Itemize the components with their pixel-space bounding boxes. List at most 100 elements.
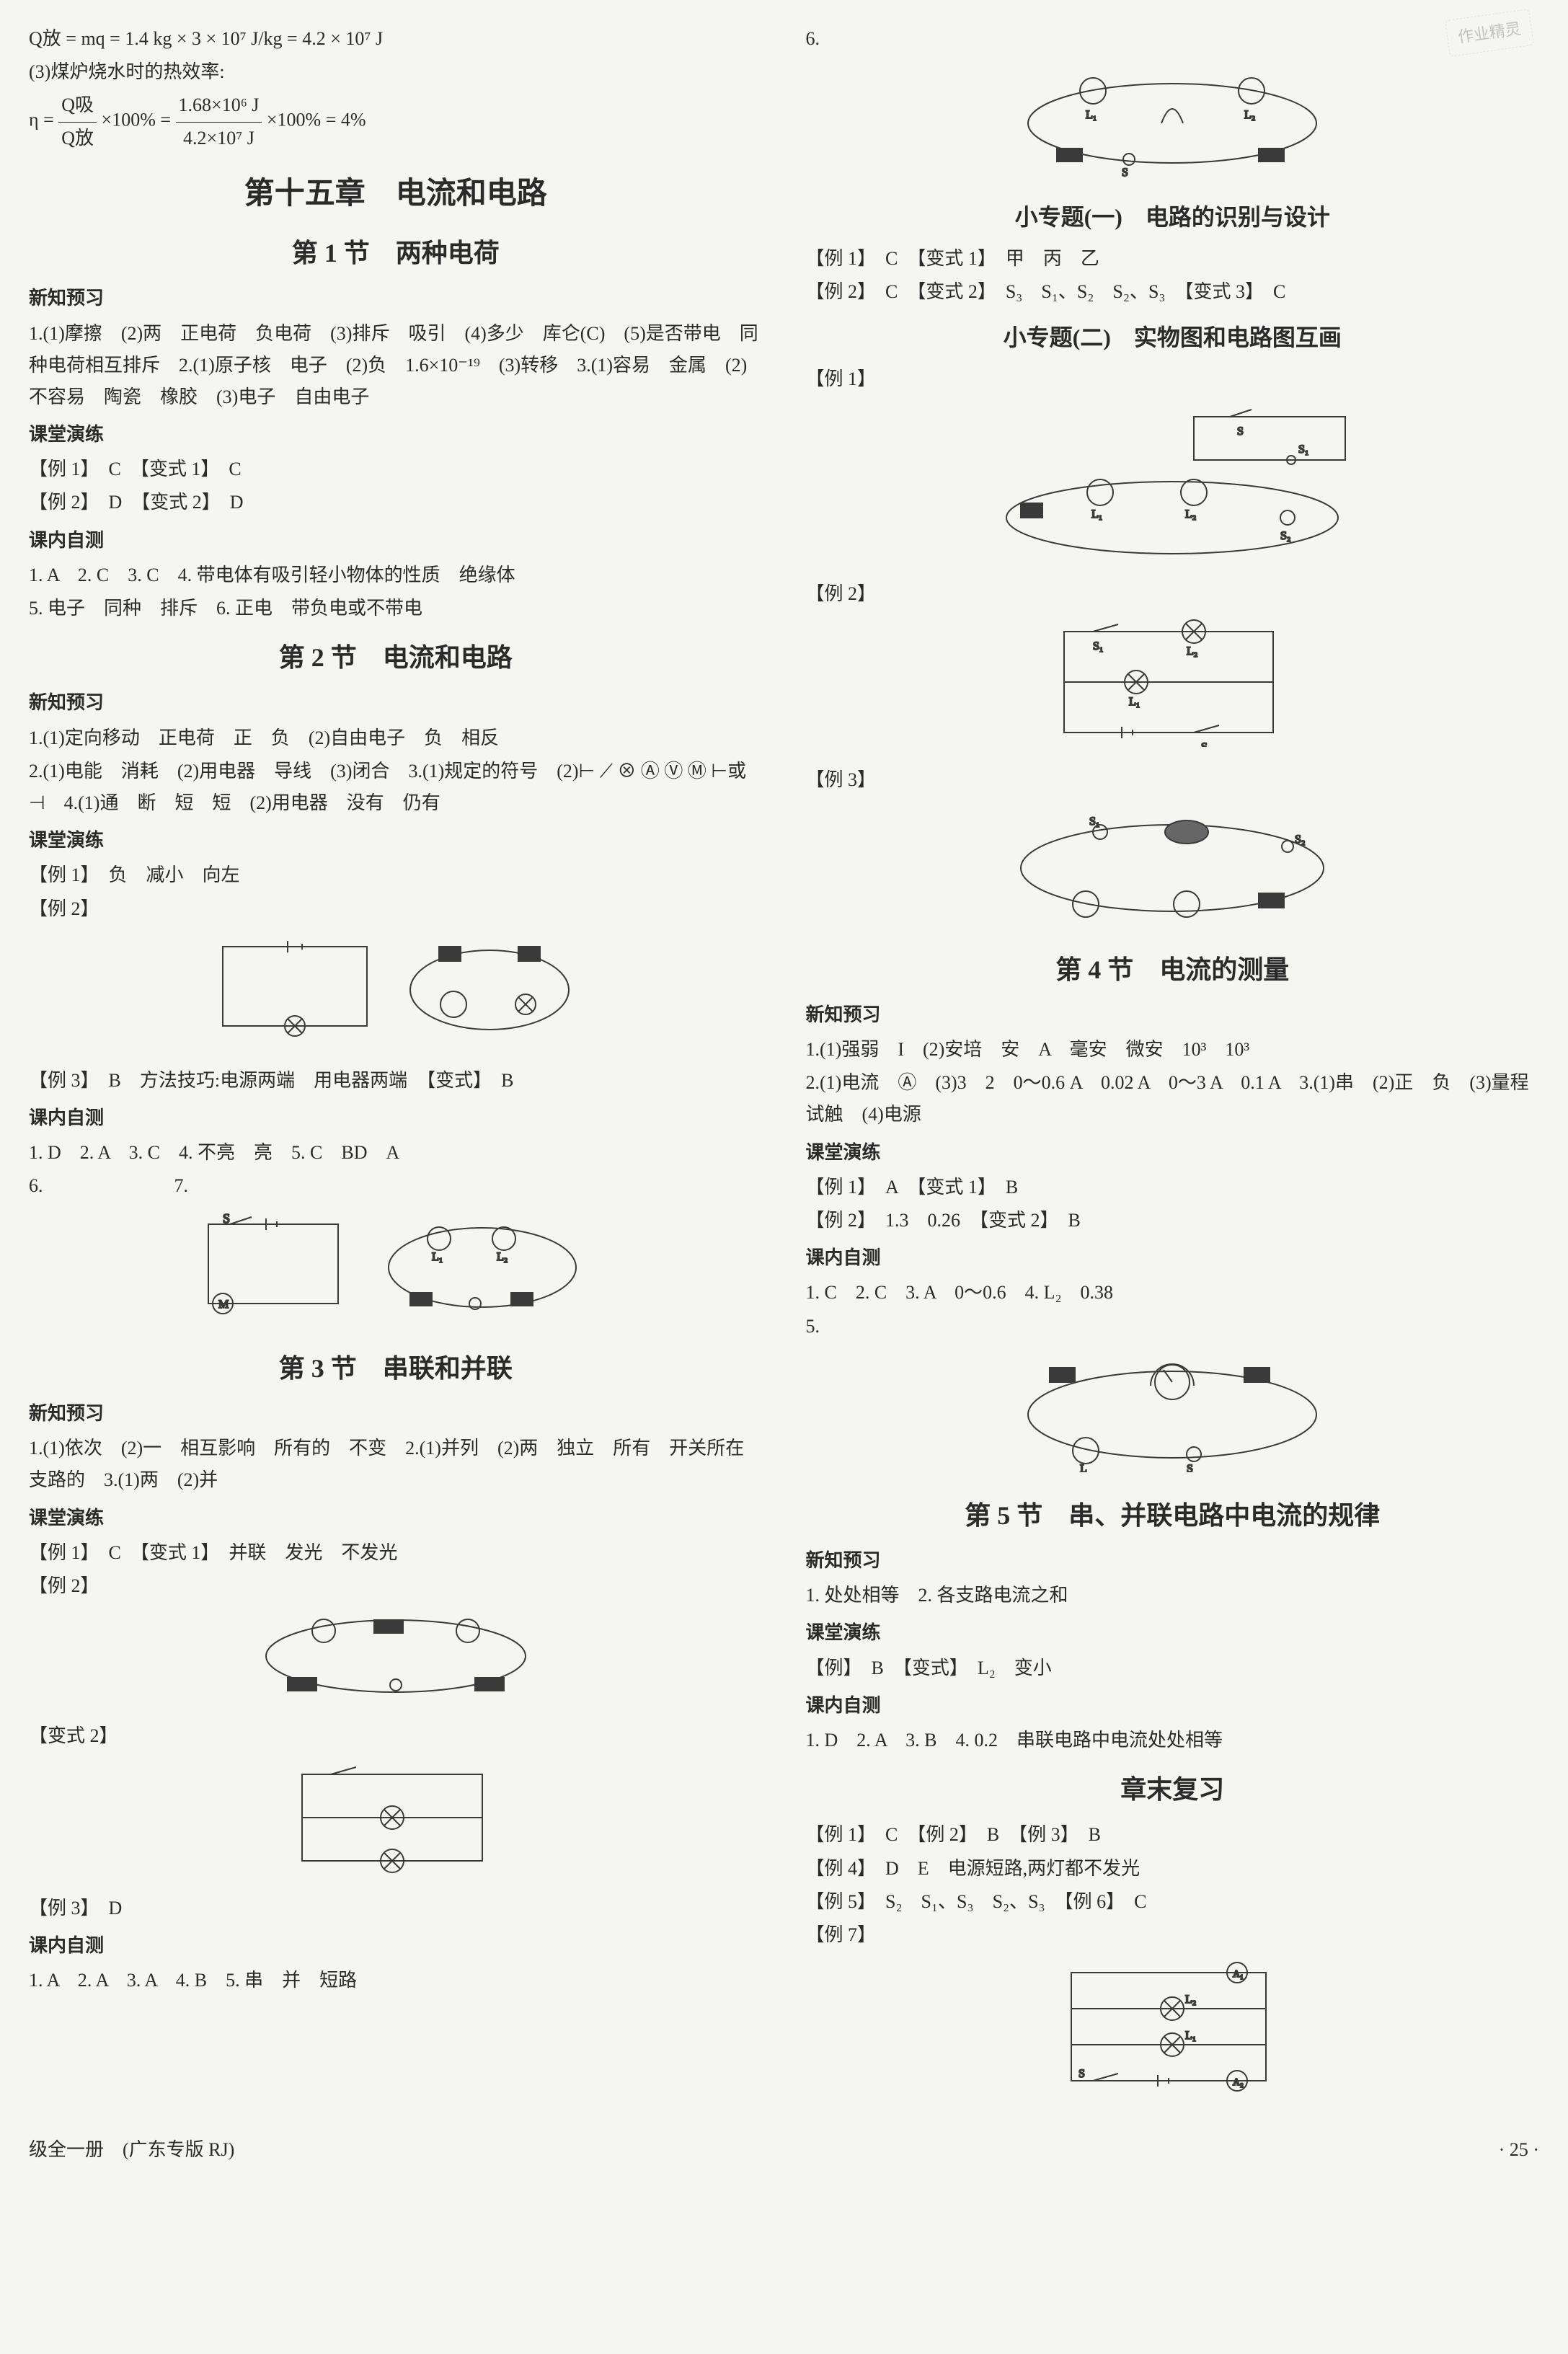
frac-1-den: Q放	[58, 123, 97, 154]
t2-ex1-diagram: S S₁ L₁ L₂ S₂	[806, 402, 1540, 571]
chapter-title: 第十五章 电流和电路	[29, 169, 763, 220]
s3-var2-diagram	[29, 1760, 763, 1885]
t1-ex2: 【例 2】 C 【变式 2】 S₃ S₁、S₂ S₂、S₃ 【变式 3】 C	[806, 276, 1540, 308]
svg-text:S: S	[223, 1211, 230, 1226]
t2-ex2-label: 【例 2】	[806, 578, 1540, 610]
s4-preview-heading: 新知预习	[806, 999, 1540, 1031]
svg-text:A₂: A₂	[1233, 2077, 1244, 2088]
svg-text:L: L	[1080, 1463, 1087, 1472]
svg-text:L₁: L₁	[1185, 2030, 1196, 2042]
equation-qfang: Q放 = mq = 1.4 kg × 3 × 10⁷ J/kg = 4.2 × …	[29, 23, 763, 55]
review-7-diagram: A₁ L₂ L₁ S A₂	[806, 1958, 1540, 2105]
t2-ex2-diagram: S₁ L₂ L₁ S₂	[806, 617, 1540, 757]
review-4: 【例 4】 D E 电源短路,两灯都不发光	[806, 1853, 1540, 1885]
topic-2-title: 小专题(二) 实物图和电路图互画	[806, 318, 1540, 357]
frac-2-den: 4.2×10⁷ J	[176, 123, 262, 154]
t2-ex3-label: 【例 3】	[806, 764, 1540, 796]
s2-class-heading: 课堂演练	[29, 825, 763, 857]
svg-text:M: M	[218, 1298, 229, 1311]
right-column: 6. L₁ L₂ S 小专题(一) 电路的识别与设计 【例 1】 C 【变式 1…	[806, 22, 1540, 2112]
s4-ex2: 【例 2】 1.3 0.26 【变式 2】 B	[806, 1205, 1540, 1236]
s1-class-heading: 课堂演练	[29, 419, 763, 451]
svg-text:S₁: S₁	[1089, 815, 1099, 828]
svg-text:S: S	[1122, 167, 1128, 177]
q6-diagram: L₁ L₂ S	[806, 62, 1540, 187]
s1-selftest-2: 5. 电子 同种 排斥 6. 正电 带负电或不带电	[29, 593, 763, 624]
s2-ex2-label: 【例 2】	[29, 893, 763, 925]
s1-selftest-heading: 课内自测	[29, 525, 763, 557]
svg-text:S₁: S₁	[1093, 640, 1103, 652]
page-footer: 级全一册 (广东专版 RJ) · 25 ·	[29, 2134, 1539, 2166]
t1-ex1: 【例 1】 C 【变式 1】 甲 丙 乙	[806, 243, 1540, 275]
svg-text:S₂: S₂	[1295, 833, 1305, 846]
svg-text:S: S	[1187, 1463, 1193, 1472]
s1-preview-text: 1.(1)摩擦 (2)两 正电荷 负电荷 (3)排斥 吸引 (4)多少 库仑(C…	[29, 318, 763, 414]
s1-selftest-1: 1. A 2. C 3. C 4. 带电体有吸引轻小物体的性质 绝缘体	[29, 559, 763, 591]
s4-class-heading: 课堂演练	[806, 1137, 1540, 1169]
t2-ex3-diagram: S₁ S₂	[806, 803, 1540, 936]
s2-preview-1: 1.(1)定向移动 正电荷 正 负 (2)自由电子 负 相反	[29, 722, 763, 754]
s3-ex1: 【例 1】 C 【变式 1】 并联 发光 不发光	[29, 1537, 763, 1569]
s2-ex2-diagram	[29, 932, 763, 1058]
svg-text:S: S	[1237, 425, 1244, 438]
svg-text:A₁: A₁	[1233, 1969, 1244, 1980]
s2-selftest-heading: 课内自测	[29, 1102, 763, 1134]
section-5-title: 第 5 节 串、并联电路中电流的规律	[806, 1494, 1540, 1538]
s2-ex1: 【例 1】 负 减小 向左	[29, 859, 763, 891]
s5-selftest-text: 1. D 2. A 3. B 4. 0.2 串联电路中电流处处相等	[806, 1725, 1540, 1756]
svg-text:L₂: L₂	[1244, 109, 1255, 121]
s2-ex3: 【例 3】 B 方法技巧:电源两端 用电器两端 【变式】 B	[29, 1065, 763, 1097]
frac-1-num: Q吸	[58, 89, 97, 122]
s1-ex1: 【例 1】 C 【变式 1】 C	[29, 453, 763, 485]
s2-diagram-6-7: S M L₁ L₂	[29, 1210, 763, 1335]
svg-text:S₂: S₂	[1201, 741, 1211, 747]
s3-preview-text: 1.(1)依次 (2)一 相互影响 所有的 不变 2.(1)并列 (2)两 独立…	[29, 1433, 763, 1496]
equation-eta: η = Q吸 Q放 ×100% = 1.68×10⁶ J 4.2×10⁷ J ×…	[29, 89, 763, 154]
s2-selftest-1: 1. D 2. A 3. C 4. 不亮 亮 5. C BD A	[29, 1137, 763, 1169]
s4-q5-diagram: L S	[806, 1350, 1540, 1482]
svg-text:S₁: S₁	[1298, 443, 1308, 456]
footer-left: 级全一册 (广东专版 RJ)	[29, 2134, 234, 2166]
s2-preview-heading: 新知预习	[29, 687, 763, 719]
s2-selftest-67: 6. 7.	[29, 1170, 763, 1202]
s4-selftest-5-label: 5.	[806, 1311, 1540, 1342]
left-column: Q放 = mq = 1.4 kg × 3 × 10⁷ J/kg = 4.2 × …	[29, 22, 763, 2112]
s2-preview-2: 2.(1)电能 消耗 (2)用电器 导线 (3)闭合 3.(1)规定的符号 (2…	[29, 756, 763, 819]
s4-preview-2: 2.(1)电流 Ⓐ (3)3 2 0～0.6 A 0.02 A 0～3 A 0.…	[806, 1067, 1540, 1130]
topic-1-title: 小专题(一) 电路的识别与设计	[806, 198, 1540, 236]
s5-preview-heading: 新知预习	[806, 1545, 1540, 1577]
svg-text:L₂: L₂	[1185, 1994, 1196, 2006]
frac-1: Q吸 Q放	[58, 89, 97, 154]
eta-mid: ×100% =	[102, 110, 171, 130]
s4-ex1: 【例 1】 A 【变式 1】 B	[806, 1172, 1540, 1203]
eta-prefix: η =	[29, 110, 54, 130]
s3-ex3: 【例 3】 D	[29, 1893, 763, 1924]
s4-selftest-heading: 课内自测	[806, 1242, 1540, 1274]
review-title: 章末复习	[806, 1768, 1540, 1812]
frac-2-num: 1.68×10⁶ J	[176, 89, 262, 122]
svg-text:S₂: S₂	[1280, 530, 1290, 542]
eta-suffix: ×100% = 4%	[267, 110, 366, 130]
svg-text:L₁: L₁	[432, 1251, 443, 1263]
section-3-title: 第 3 节 串联和并联	[29, 1347, 763, 1391]
svg-text:S: S	[1078, 2068, 1085, 2080]
svg-text:L₁: L₁	[1129, 696, 1140, 708]
s1-ex2: 【例 2】 D 【变式 2】 D	[29, 487, 763, 518]
page-container: Q放 = mq = 1.4 kg × 3 × 10⁷ J/kg = 4.2 × …	[29, 22, 1539, 2112]
s3-preview-heading: 新知预习	[29, 1398, 763, 1430]
section-4-title: 第 4 节 电流的测量	[806, 948, 1540, 992]
frac-2: 1.68×10⁶ J 4.2×10⁷ J	[176, 89, 262, 154]
s3-selftest-text: 1. A 2. A 3. A 4. B 5. 串 并 短路	[29, 1965, 763, 1996]
s5-preview-text: 1. 处处相等 2. 各支路电流之和	[806, 1580, 1540, 1611]
svg-text:L₂: L₂	[1187, 645, 1197, 658]
section-2-title: 第 2 节 电流和电路	[29, 636, 763, 680]
review-7-label: 【例 7】	[806, 1919, 1540, 1951]
s3-ex2-label: 【例 2】	[29, 1570, 763, 1602]
s5-class-heading: 课堂演练	[806, 1617, 1540, 1649]
s5-ex: 【例】 B 【变式】 L₂ 变小	[806, 1652, 1540, 1684]
s1-preview-heading: 新知预习	[29, 283, 763, 314]
s5-selftest-heading: 课内自测	[806, 1690, 1540, 1722]
s3-ex2-diagram	[29, 1609, 763, 1713]
review-1-3: 【例 1】 C 【例 2】 B 【例 3】 B	[806, 1819, 1540, 1851]
section-1-title: 第 1 节 两种电荷	[29, 231, 763, 275]
